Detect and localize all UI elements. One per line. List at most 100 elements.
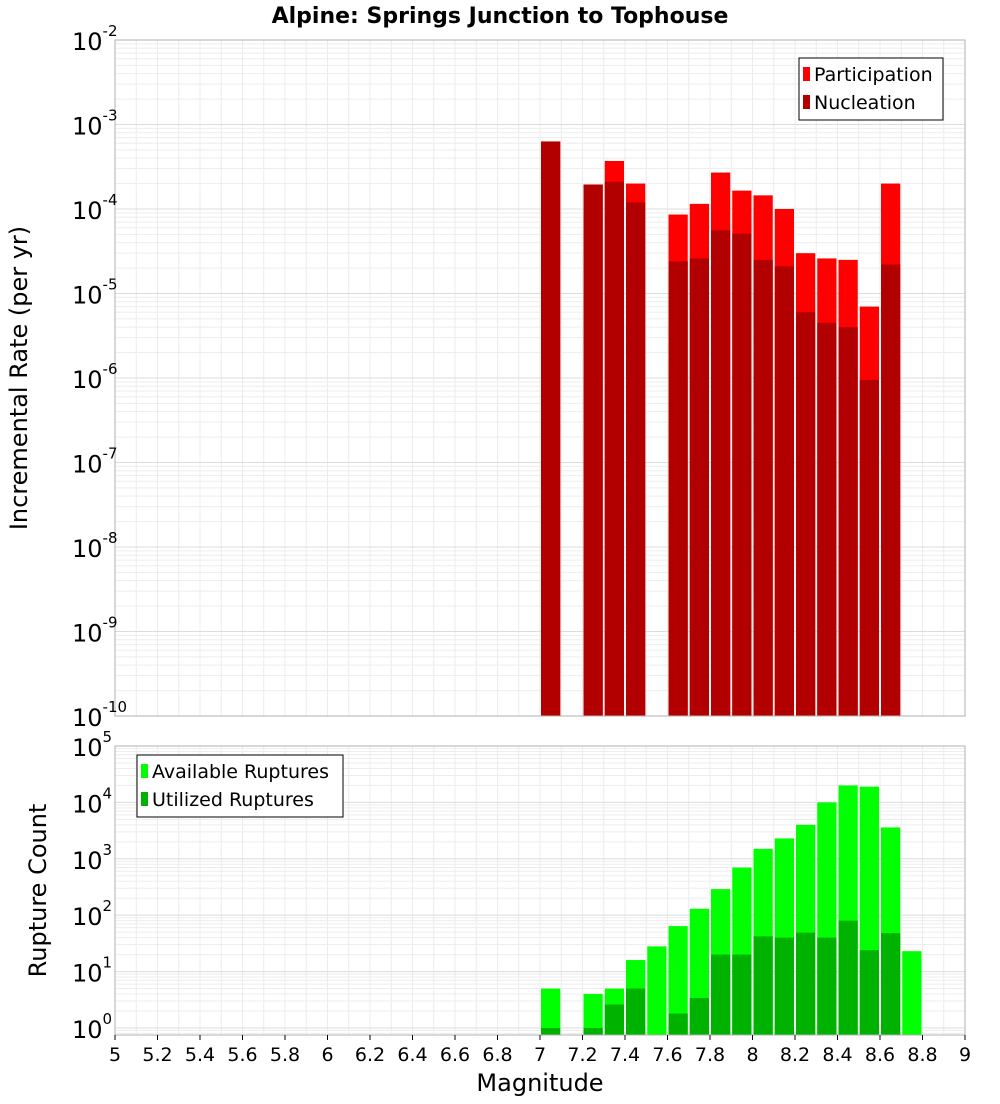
y-tick-label: 10-6 [72,360,118,394]
bar-utilized-ruptures [817,937,837,1035]
y-tick-exponent: -10 [103,698,128,716]
y-tick-exponent: -3 [103,107,118,125]
y-tick-base: 10 [72,366,103,394]
y-tick-base: 10 [72,620,103,648]
bar-nucleation [541,141,561,717]
legend-swatch [803,67,810,81]
bar-utilized-ruptures [604,1004,624,1035]
y-tick-exponent: 3 [103,841,113,859]
series-utilized-ruptures [541,920,901,1035]
bar-nucleation [796,312,816,716]
y-tick-exponent: -4 [103,191,118,209]
bar-nucleation [838,327,858,716]
y-tick-label: 10-5 [72,276,118,310]
y-tick-label: 10-8 [72,529,118,563]
bar-available-ruptures [668,926,688,1035]
y-tick-base: 10 [72,28,103,56]
bar-utilized-ruptures [689,997,709,1035]
legend-label: Utilized Ruptures [152,789,314,811]
bar-utilized-ruptures [732,954,752,1035]
count-panel-legend: Available Ruptures Utilized Ruptures [136,754,344,818]
x-tick-label: 7.6 [652,1044,682,1066]
y-tick-base: 10 [72,903,103,931]
y-tick-exponent: 4 [103,784,113,802]
legend-swatch [141,792,148,806]
x-tick-label: 6.4 [397,1044,427,1066]
legend-label: Participation [814,64,933,86]
y-tick-exponent: -6 [103,360,118,378]
bar-utilized-ruptures [881,933,901,1035]
bar-available-ruptures [583,994,603,1035]
y-tick-label: 10-7 [72,445,118,479]
x-tick-label: 8.2 [780,1044,810,1066]
y-tick-exponent: 1 [103,954,113,972]
y-tick-label: 10-2 [72,22,118,56]
bar-utilized-ruptures [541,1027,561,1035]
legend-box [136,754,344,818]
y-tick-exponent: 5 [103,728,113,746]
x-tick-label: 8.8 [907,1044,937,1066]
x-tick-label: 6.6 [440,1044,470,1066]
x-ticks: 5 5.2 5.4 5.6 5.8 6 6.2 6.4 6.6 6.8 7 7.2 7.4 7.6 7.8 8… [109,1035,971,1066]
bar-available-ruptures [902,951,922,1035]
x-tick-label: 5.2 [142,1044,172,1066]
bar-utilized-ruptures [796,932,816,1035]
y-tick-base: 10 [72,790,103,818]
x-tick-label: 7 [534,1044,546,1066]
y-tick-base: 10 [72,847,103,875]
x-tick-label: 9 [959,1044,971,1066]
bar-nucleation [817,322,837,716]
chart-title: Alpine: Springs Junction to Tophouse [272,4,729,29]
y-tick-base: 10 [72,535,103,563]
bar-utilized-ruptures [711,954,731,1035]
x-tick-label: 5.8 [270,1044,300,1066]
bar-nucleation [881,264,901,716]
grid [114,39,966,717]
y-tick-base: 10 [72,197,103,225]
bar-nucleation [668,261,688,716]
y-tick-label: 100 [72,1010,112,1044]
x-tick-label: 7.2 [567,1044,597,1066]
x-tick-label: 8.4 [822,1044,852,1066]
legend-box [798,57,944,121]
y-tick-exponent: -2 [103,22,118,40]
rate-panel-bars [541,141,901,717]
bar-nucleation [711,230,731,716]
y-tick-exponent: 2 [103,897,113,915]
bar-nucleation [583,184,603,717]
x-tick-label: 5 [109,1044,121,1066]
legend-swatch [803,95,810,109]
bar-nucleation [753,259,773,716]
y-tick-base: 10 [72,282,103,310]
bar-utilized-ruptures [859,950,879,1035]
bar-utilized-ruptures [774,937,794,1035]
y-tick-base: 10 [72,960,103,988]
bar-nucleation [604,181,624,717]
y-tick-exponent: -5 [103,276,118,294]
y-tick-label: 10-10 [72,698,127,732]
series-nucleation [541,141,901,717]
count-panel-bars [541,785,922,1035]
legend-swatch [141,764,148,778]
y-tick-exponent: -7 [103,445,118,463]
legend-label: Available Ruptures [152,761,329,783]
y-tick-base: 10 [72,734,103,762]
y-tick-base: 10 [72,1016,103,1044]
bar-utilized-ruptures [668,1013,688,1035]
x-tick-label: 7.4 [610,1044,640,1066]
x-tick-label: 6 [321,1044,333,1066]
x-tick-label: 8 [746,1044,758,1066]
count-panel-y-axis-label: Rupture Count [24,804,52,978]
y-tick-base: 10 [72,113,103,141]
y-tick-label: 103 [72,841,112,875]
y-tick-exponent: -9 [103,614,118,632]
x-tick-label: 8.6 [865,1044,895,1066]
grid [114,745,966,1035]
y-tick-exponent: -8 [103,529,118,547]
y-tick-label: 101 [72,954,112,988]
bar-utilized-ruptures [626,988,646,1035]
bar-available-ruptures [541,988,561,1035]
x-axis-label: Magnitude [476,1069,603,1097]
